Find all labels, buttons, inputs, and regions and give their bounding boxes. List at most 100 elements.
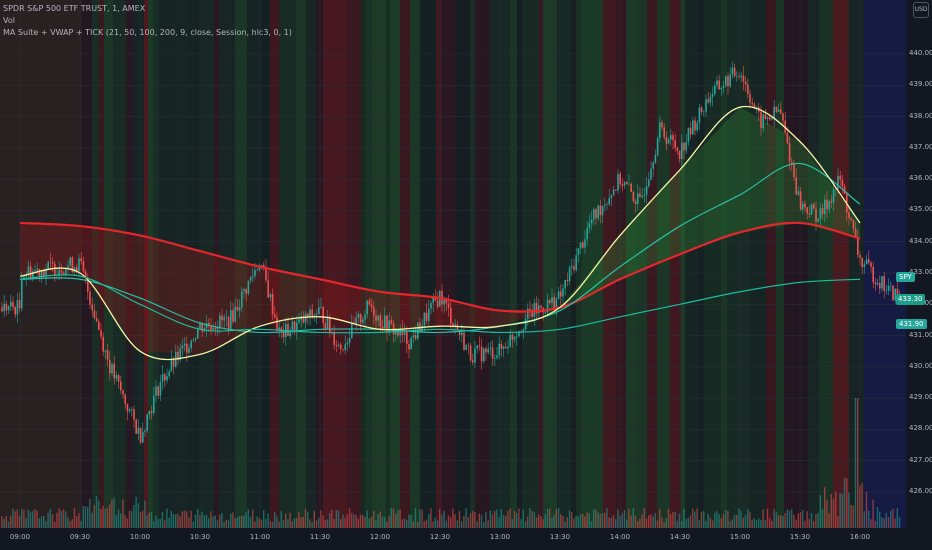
volume-bar [47, 512, 49, 528]
candle-body [335, 345, 338, 346]
candle-body [577, 248, 580, 256]
tick-band [886, 0, 894, 528]
volume-bar [29, 511, 32, 528]
volume-bar [16, 509, 18, 528]
volume-bar [846, 478, 848, 528]
volume-bar [821, 508, 824, 528]
candle-body [7, 306, 10, 311]
tick-band [571, 0, 576, 528]
volume-bar [137, 503, 139, 528]
ribbon-segment [20, 222, 80, 277]
ma-indicator-label[interactable]: MA Suite + VWAP + TICK (21, 50, 100, 200… [3, 28, 292, 37]
volume-bar [852, 505, 854, 528]
symbol-title[interactable]: SPDR S&P 500 ETF TRUST, 1, AMEX [3, 4, 146, 13]
volume-bar [764, 520, 766, 528]
volume-bar [392, 508, 395, 528]
candle-body [25, 274, 27, 277]
candle-body [674, 140, 676, 148]
volume-bar [128, 510, 131, 528]
price-axis[interactable]: 440.00 439.00 438.00 437.00 436.00 435.00 434.… [905, 0, 932, 528]
candle-body [476, 345, 478, 349]
candle-body [654, 154, 657, 163]
volume-bar [355, 514, 357, 528]
time-tick: 16:00 [849, 533, 871, 541]
candle-body [507, 346, 509, 349]
candle-body [45, 270, 47, 277]
candle-body [643, 194, 646, 197]
tick-band [92, 0, 99, 528]
candle-body [60, 270, 63, 273]
tick-band [159, 0, 172, 528]
candle-body [249, 277, 252, 281]
candle-body [223, 317, 225, 321]
volume-bar [104, 508, 106, 528]
volume-bar [23, 509, 25, 528]
volume-bar [342, 514, 344, 528]
volume-bar [868, 510, 870, 528]
volume-bar [593, 509, 595, 528]
volume-bar [51, 514, 54, 528]
volume-bar [458, 510, 461, 528]
volume-bar [201, 511, 203, 528]
volume-bar [595, 510, 597, 528]
candle-body [54, 263, 56, 276]
candle-body [733, 67, 736, 77]
time-tick: 12:00 [369, 533, 391, 541]
volume-bar [531, 510, 533, 528]
volume-bar [164, 520, 166, 528]
volume-bar [36, 510, 38, 528]
candle-body [698, 107, 701, 123]
candle-body [111, 364, 113, 374]
candle-body [164, 374, 166, 381]
candle-body [344, 344, 346, 350]
candle-body [155, 386, 157, 396]
tick-band [400, 0, 410, 528]
candle-body [828, 201, 830, 210]
volume-bar [62, 509, 65, 528]
candle-body [186, 343, 188, 353]
volume-bar [674, 511, 676, 528]
tick-band [126, 0, 133, 528]
candle-body [670, 135, 672, 140]
volume-bar [896, 508, 898, 528]
time-tick: 11:30 [309, 533, 331, 541]
candle-body [109, 359, 111, 374]
candle-body [5, 303, 8, 311]
volume-bar [324, 519, 326, 528]
volume-bar [672, 512, 674, 528]
volume-bars [1, 398, 901, 528]
candle-body [375, 315, 377, 321]
candle-body [872, 266, 874, 283]
price-tick: 433.00 [909, 268, 932, 276]
candle-body [69, 257, 71, 266]
candle-body [742, 75, 745, 82]
volume-bar [590, 521, 593, 528]
candle-body [692, 120, 694, 135]
candle-body [124, 394, 126, 404]
time-tick: 14:30 [669, 533, 691, 541]
tick-band [776, 0, 784, 528]
volume-indicator-label[interactable]: Vol [3, 16, 15, 25]
volume-bar [375, 520, 377, 528]
candle-body [170, 359, 173, 372]
candle-body [289, 331, 291, 336]
volume-bar [573, 518, 575, 528]
candle-body [467, 345, 470, 346]
volume-bar [428, 514, 430, 528]
time-axis[interactable]: 09:00 09:30 10:00 10:30 11:00 11:30 12:00 12:30… [0, 528, 905, 550]
volume-bar [744, 514, 747, 528]
candle-body [780, 109, 782, 114]
currency-button[interactable]: USD [913, 2, 929, 18]
volume-bar [419, 508, 421, 528]
tick-band [365, 0, 372, 528]
candle-body [661, 122, 663, 128]
volume-bar [379, 511, 381, 528]
candle-body [725, 76, 727, 86]
candle-body [639, 193, 641, 198]
volume-bar [832, 498, 835, 528]
candle-body [258, 267, 261, 270]
volume-bar [377, 513, 379, 528]
candle-body [861, 258, 863, 268]
candle-body [593, 209, 595, 220]
